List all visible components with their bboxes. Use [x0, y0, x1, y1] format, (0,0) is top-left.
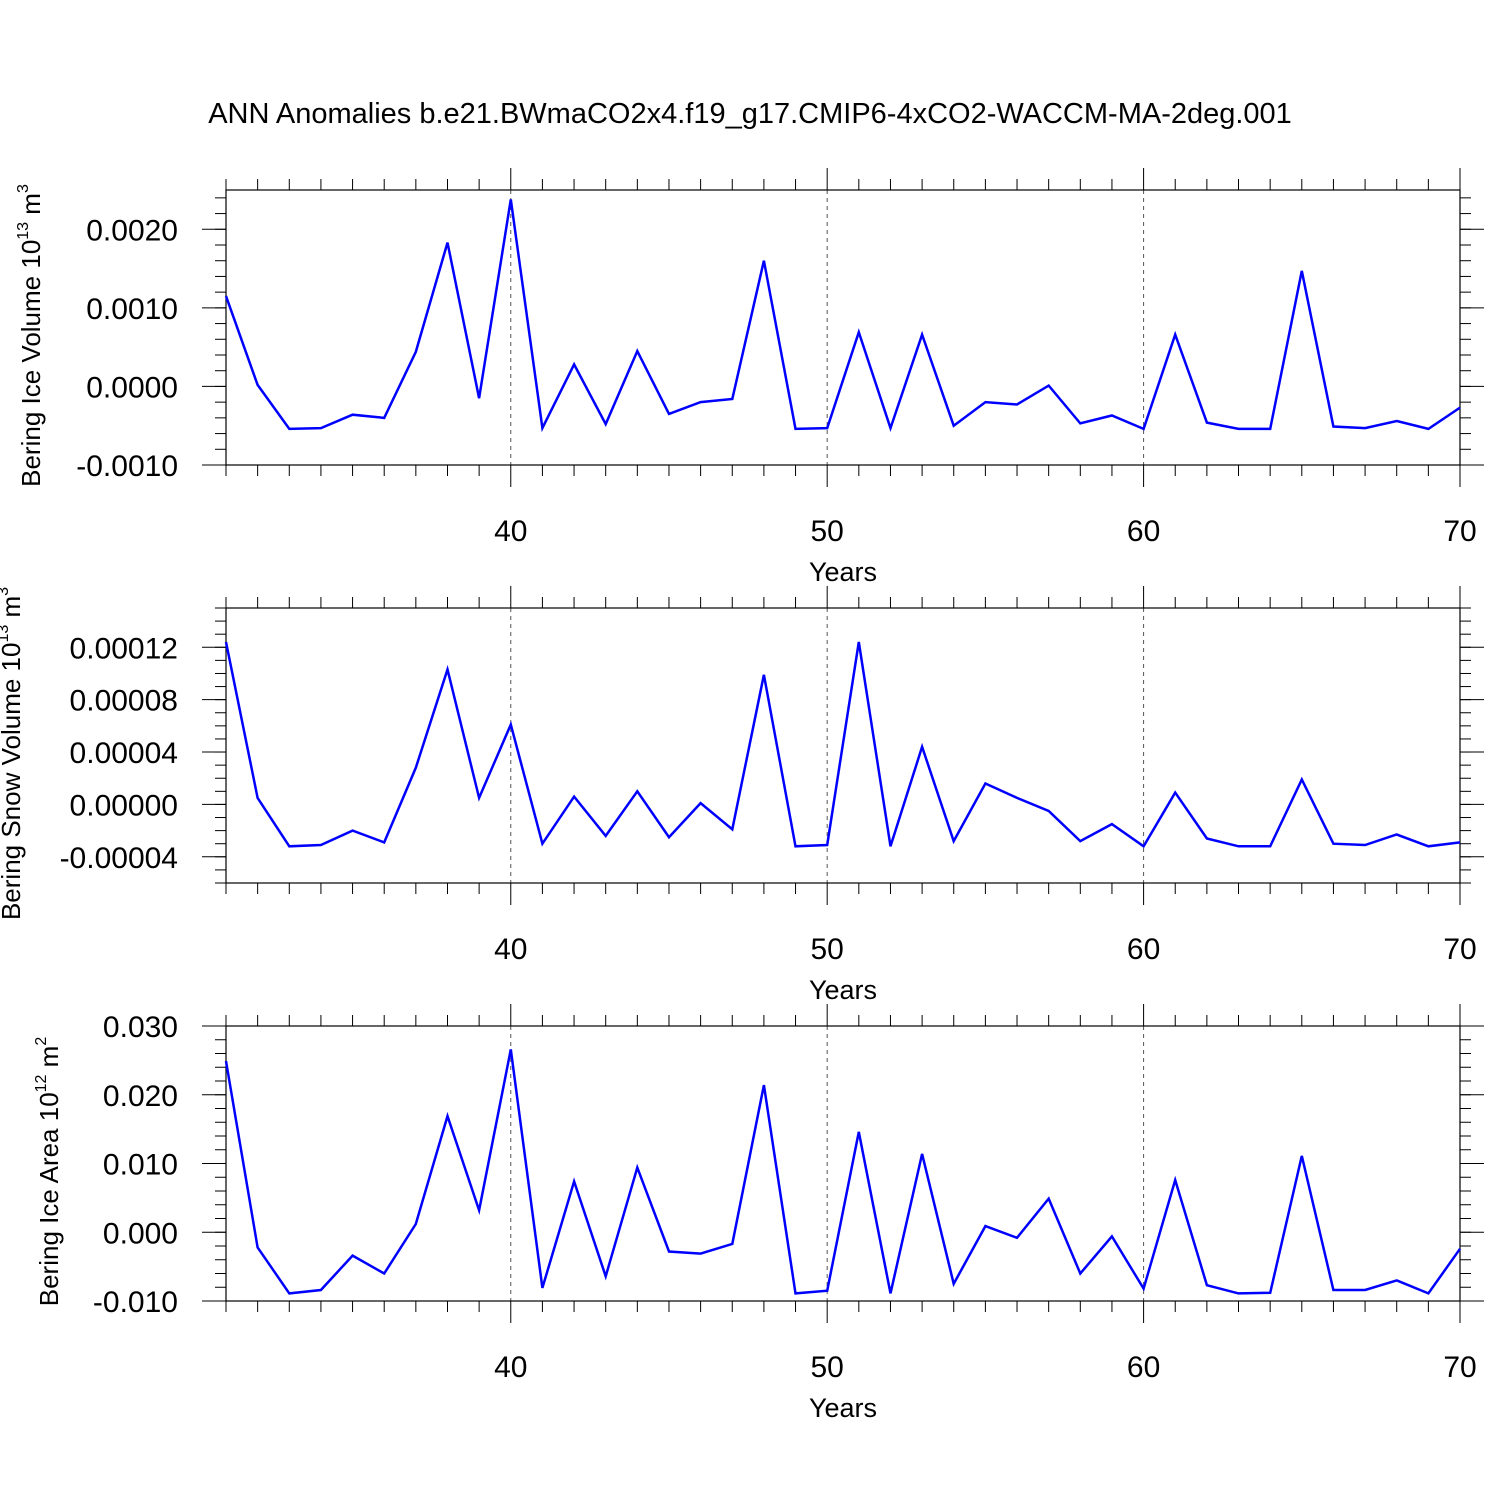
- panel-1: 40 50 60 70 Years -0.0010 0.0000 0.0010 0.0020 Be…: [15, 168, 1484, 587]
- x-axis-label: Years: [809, 1393, 877, 1423]
- plot-frame: [225, 1025, 1461, 1302]
- y-axis-label-unit-power: 3: [15, 184, 32, 193]
- y-axis-label-unit-suffix: m: [0, 596, 26, 625]
- y-axis-label-name: Bering Snow Volume: [0, 671, 26, 920]
- y-tick-label: 0.00012: [70, 632, 178, 665]
- x-tick-label: 60: [1127, 1351, 1160, 1384]
- x-tick-label: 60: [1127, 515, 1160, 548]
- y-tick-label: 0.00004: [70, 737, 178, 770]
- plot-frame: [225, 607, 1461, 884]
- y-tick-label: -0.010: [93, 1286, 178, 1319]
- x-tick-label: 40: [494, 515, 527, 548]
- x-tick-label: 50: [810, 933, 843, 966]
- x-tick-label: 40: [494, 1351, 527, 1384]
- x-tick-label: 50: [810, 1351, 843, 1384]
- plot-frame: [225, 189, 1461, 466]
- y-axis-label-unit-suffix: m: [34, 1046, 64, 1075]
- y-tick-label: 0.010: [103, 1149, 178, 1182]
- x-tick-label: 70: [1443, 933, 1476, 966]
- x-tick-label: 60: [1127, 933, 1160, 966]
- y-tick-label: 0.0000: [86, 371, 178, 404]
- figure-title: ANN Anomalies b.e21.BWmaCO2x4.f19_g17.CM…: [208, 98, 1292, 130]
- y-axis-label-unit: 10: [16, 240, 46, 269]
- series-line: [224, 199, 1461, 433]
- y-axis-label: Bering Snow Volume 1013 m3: [0, 587, 26, 920]
- y-axis-label: Bering Ice Area 1012 m2: [33, 1037, 64, 1307]
- y-axis-label-exponent: 12: [33, 1074, 50, 1092]
- y-tick-label: 0.00008: [70, 685, 178, 718]
- y-tick-label: -0.00004: [60, 842, 178, 875]
- y-axis-label-exponent: 13: [15, 222, 32, 240]
- y-tick-label: 0.030: [103, 1011, 178, 1044]
- x-tick-label: 40: [494, 933, 527, 966]
- y-axis-label-name: Bering Ice Area: [34, 1121, 64, 1306]
- series-line: [224, 641, 1461, 849]
- x-tick-label: 70: [1443, 515, 1476, 548]
- y-axis-label-name: Bering Ice Volume: [16, 269, 46, 487]
- x-axis-label: Years: [809, 975, 877, 1005]
- x-tick-label: 70: [1443, 1351, 1476, 1384]
- x-axis-label: Years: [809, 557, 877, 587]
- y-axis-label-unit-suffix: m: [16, 193, 46, 222]
- y-tick-label: 0.020: [103, 1080, 178, 1113]
- y-axis-label: Bering Ice Volume 1013 m3: [15, 184, 46, 487]
- y-tick-label: -0.0010: [76, 450, 178, 483]
- y-tick-label: 0.0010: [86, 293, 178, 326]
- y-axis-label-unit: 10: [0, 643, 26, 672]
- y-axis-label-unit: 10: [34, 1092, 64, 1121]
- y-axis-label-unit-power: 2: [33, 1037, 50, 1046]
- y-tick-label: 0.00000: [70, 789, 178, 822]
- y-axis-label-exponent: 13: [0, 625, 12, 643]
- x-tick-label: 50: [810, 515, 843, 548]
- panel-2: 40 50 60 70 Years -0.00004 0.00000 0.00004 0.000…: [0, 586, 1484, 1005]
- panel-3: 40 50 60 70 Years -0.010 0.000 0.010 0.020 0.030 B…: [33, 1004, 1484, 1423]
- series-line: [224, 1049, 1462, 1295]
- y-axis-label-unit-power: 3: [0, 587, 12, 596]
- y-tick-label: 0.000: [103, 1217, 178, 1250]
- y-tick-label: 0.0020: [86, 214, 178, 247]
